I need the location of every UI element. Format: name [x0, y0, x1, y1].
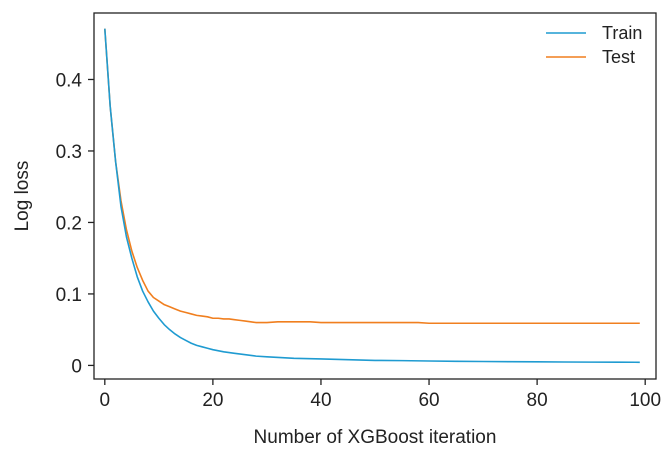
y-tick-label: 0.2	[56, 213, 82, 234]
y-tick-label: 0	[71, 356, 82, 377]
legend: Train Test	[546, 23, 642, 67]
x-tick-label: 80	[527, 390, 548, 411]
x-tick-label: 100	[629, 390, 661, 411]
series-line-test	[104, 28, 640, 325]
x-tick-label: 40	[310, 390, 331, 411]
plot-frame	[93, 12, 657, 380]
x-tick-label: 60	[418, 390, 439, 411]
x-axis-ticks: 0 20 40 60 80 100	[100, 379, 661, 411]
x-axis-title: Number of XGBoost iteration	[254, 427, 497, 448]
y-tick-label: 0.3	[56, 142, 82, 163]
legend-label-test: Test	[602, 47, 635, 67]
legend-label-train: Train	[602, 23, 642, 43]
x-tick-label: 0	[100, 390, 111, 411]
series-line-train	[104, 28, 640, 364]
y-axis-title: Log loss	[12, 161, 33, 232]
y-tick-label: 0.1	[56, 285, 82, 306]
y-axis-ticks: 0 0.1 0.2 0.3 0.4	[56, 70, 94, 377]
x-tick-label: 20	[202, 390, 223, 411]
series-layer	[104, 28, 640, 364]
y-tick-label: 0.4	[56, 70, 83, 91]
